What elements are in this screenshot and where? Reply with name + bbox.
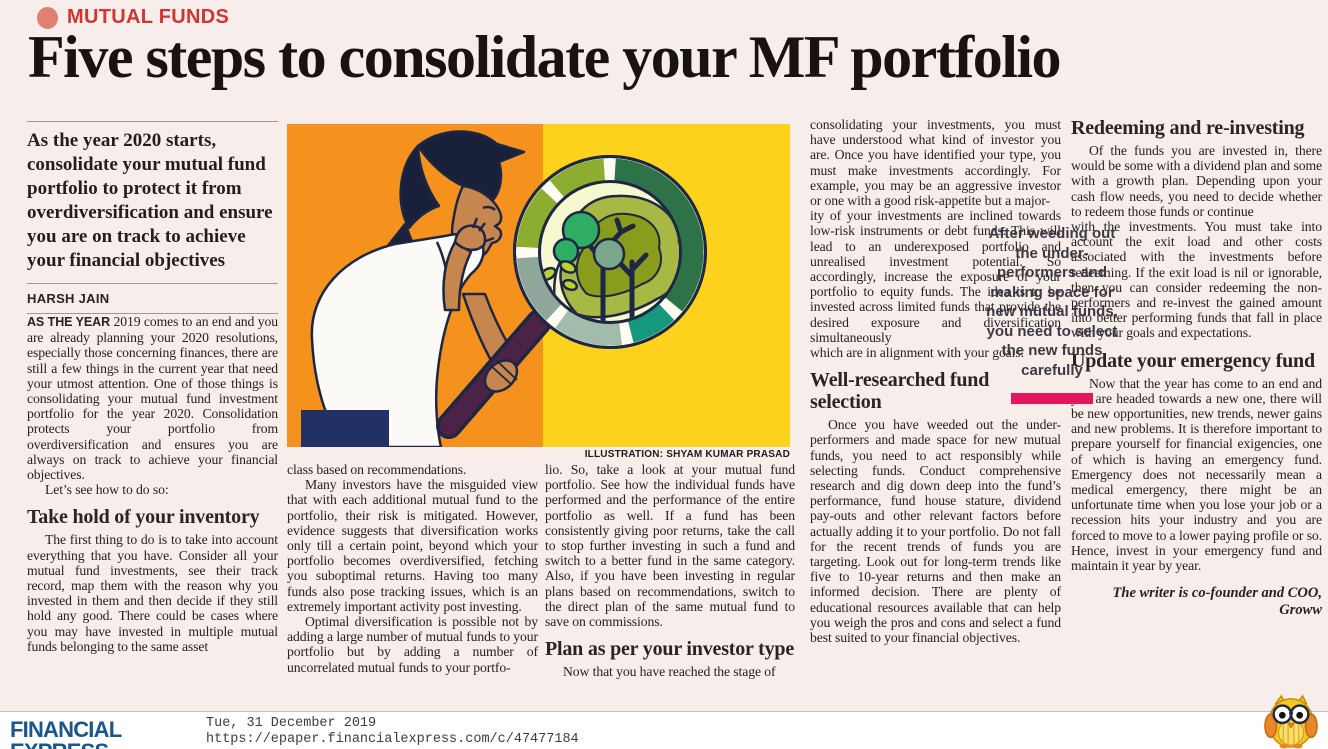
section-heading-investor-type: Plan as per your investor type bbox=[545, 638, 795, 661]
divider bbox=[27, 121, 278, 122]
paragraph: Optimal diversification is possible not … bbox=[287, 614, 538, 675]
column-2: class based on recommendations. Many inv… bbox=[287, 462, 538, 675]
magnifier-handle bbox=[436, 309, 552, 439]
paragraph: Many investors have the misguided view t… bbox=[287, 477, 538, 614]
man-magnifier-illustration-image bbox=[287, 124, 790, 447]
section-heading-inventory: Take hold of your inventory bbox=[27, 506, 260, 529]
kicker-label: MUTUAL FUNDS bbox=[67, 6, 230, 28]
intro-lead-in: AS THE YEAR bbox=[27, 315, 110, 329]
kicker: MUTUAL FUNDS bbox=[37, 6, 229, 29]
intro-text: 2019 comes to an end and you are already… bbox=[27, 314, 278, 483]
paragraph-wrapped-around-quote: ity of your investments are inclined tow… bbox=[810, 208, 1061, 345]
paragraph: Of the funds you are invested in, there … bbox=[1071, 143, 1322, 219]
headline: Five steps to consolidate your MF portfo… bbox=[28, 24, 1062, 90]
footer-meta: Tue, 31 December 2019 https://epaper.fin… bbox=[206, 716, 579, 748]
paragraph: class based on recommendations. bbox=[287, 462, 467, 477]
paragraph: Let’s see how to do so: bbox=[45, 482, 169, 498]
paragraph: Now that the year has come to an end and… bbox=[1071, 375, 1322, 574]
pull-quote-underline bbox=[1011, 393, 1093, 404]
column-4: consolidating your investments, you must… bbox=[810, 117, 1061, 645]
paragraph: The first thing to do is to take into ac… bbox=[27, 532, 278, 654]
footer: FINANCIAL EXPRESS READ TO LEAD Tue, 31 D… bbox=[0, 711, 1328, 749]
kicker-dot-icon bbox=[37, 6, 58, 29]
column-5: Redeeming and re-investing Of the funds … bbox=[1071, 117, 1322, 634]
section-heading-redeeming: Redeeming and re-investing bbox=[1071, 117, 1305, 139]
divider bbox=[27, 313, 278, 314]
paragraph: Now that you have reached the stage of bbox=[563, 664, 776, 680]
column-3: lio. So, take a look at your mutual fund… bbox=[545, 462, 795, 679]
pull-quote-text: After weeding out the under-performers a… bbox=[986, 225, 1118, 379]
publication-date: Tue, 31 December 2019 bbox=[206, 716, 377, 731]
illustration: ILLUSTRATION: SHYAM KUMAR PRASAD bbox=[287, 124, 790, 460]
byline: HARSH JAIN bbox=[27, 291, 110, 306]
source-url: https://epaper.financialexpress.com/c/47… bbox=[206, 732, 579, 747]
writer-credit: The writer is co-founder and COO, Groww bbox=[1112, 585, 1322, 619]
paragraph: which are in alignment with your goals. bbox=[810, 345, 1024, 361]
magnifier-lens bbox=[513, 155, 707, 349]
column-1: As the year 2020 starts, consolidate you… bbox=[27, 121, 278, 654]
standfirst: As the year 2020 starts, consolidate you… bbox=[27, 130, 273, 271]
intro-paragraph: AS THE YEAR 2019 comes to an end and you… bbox=[27, 314, 278, 482]
lens-trees bbox=[541, 194, 679, 321]
illustration-credit: ILLUSTRATION: SHYAM KUMAR PRASAD bbox=[584, 449, 790, 460]
paragraph: consolidating your investments, you must… bbox=[810, 117, 1061, 209]
owl-mascot-icon bbox=[1262, 694, 1320, 749]
divider bbox=[27, 283, 278, 284]
pull-quote: After weeding out the under-performers a… bbox=[977, 224, 1127, 404]
man-figure bbox=[301, 130, 526, 447]
paragraph-wrapped-around-quote: with the investments. You must take into… bbox=[1071, 219, 1322, 341]
section-heading-fund-selection: Well-researched fund selection bbox=[810, 369, 990, 414]
section-heading-emergency-fund: Update your emergency fund bbox=[1071, 349, 1315, 372]
paragraph: lio. So, take a look at your mutual fund… bbox=[545, 462, 795, 630]
logo-wordmark: FINANCIAL EXPRESS bbox=[10, 717, 122, 749]
financial-express-logo: FINANCIAL EXPRESS READ TO LEAD bbox=[10, 719, 205, 749]
paragraph: Once you have weeded out the under-perfo… bbox=[810, 417, 1061, 646]
